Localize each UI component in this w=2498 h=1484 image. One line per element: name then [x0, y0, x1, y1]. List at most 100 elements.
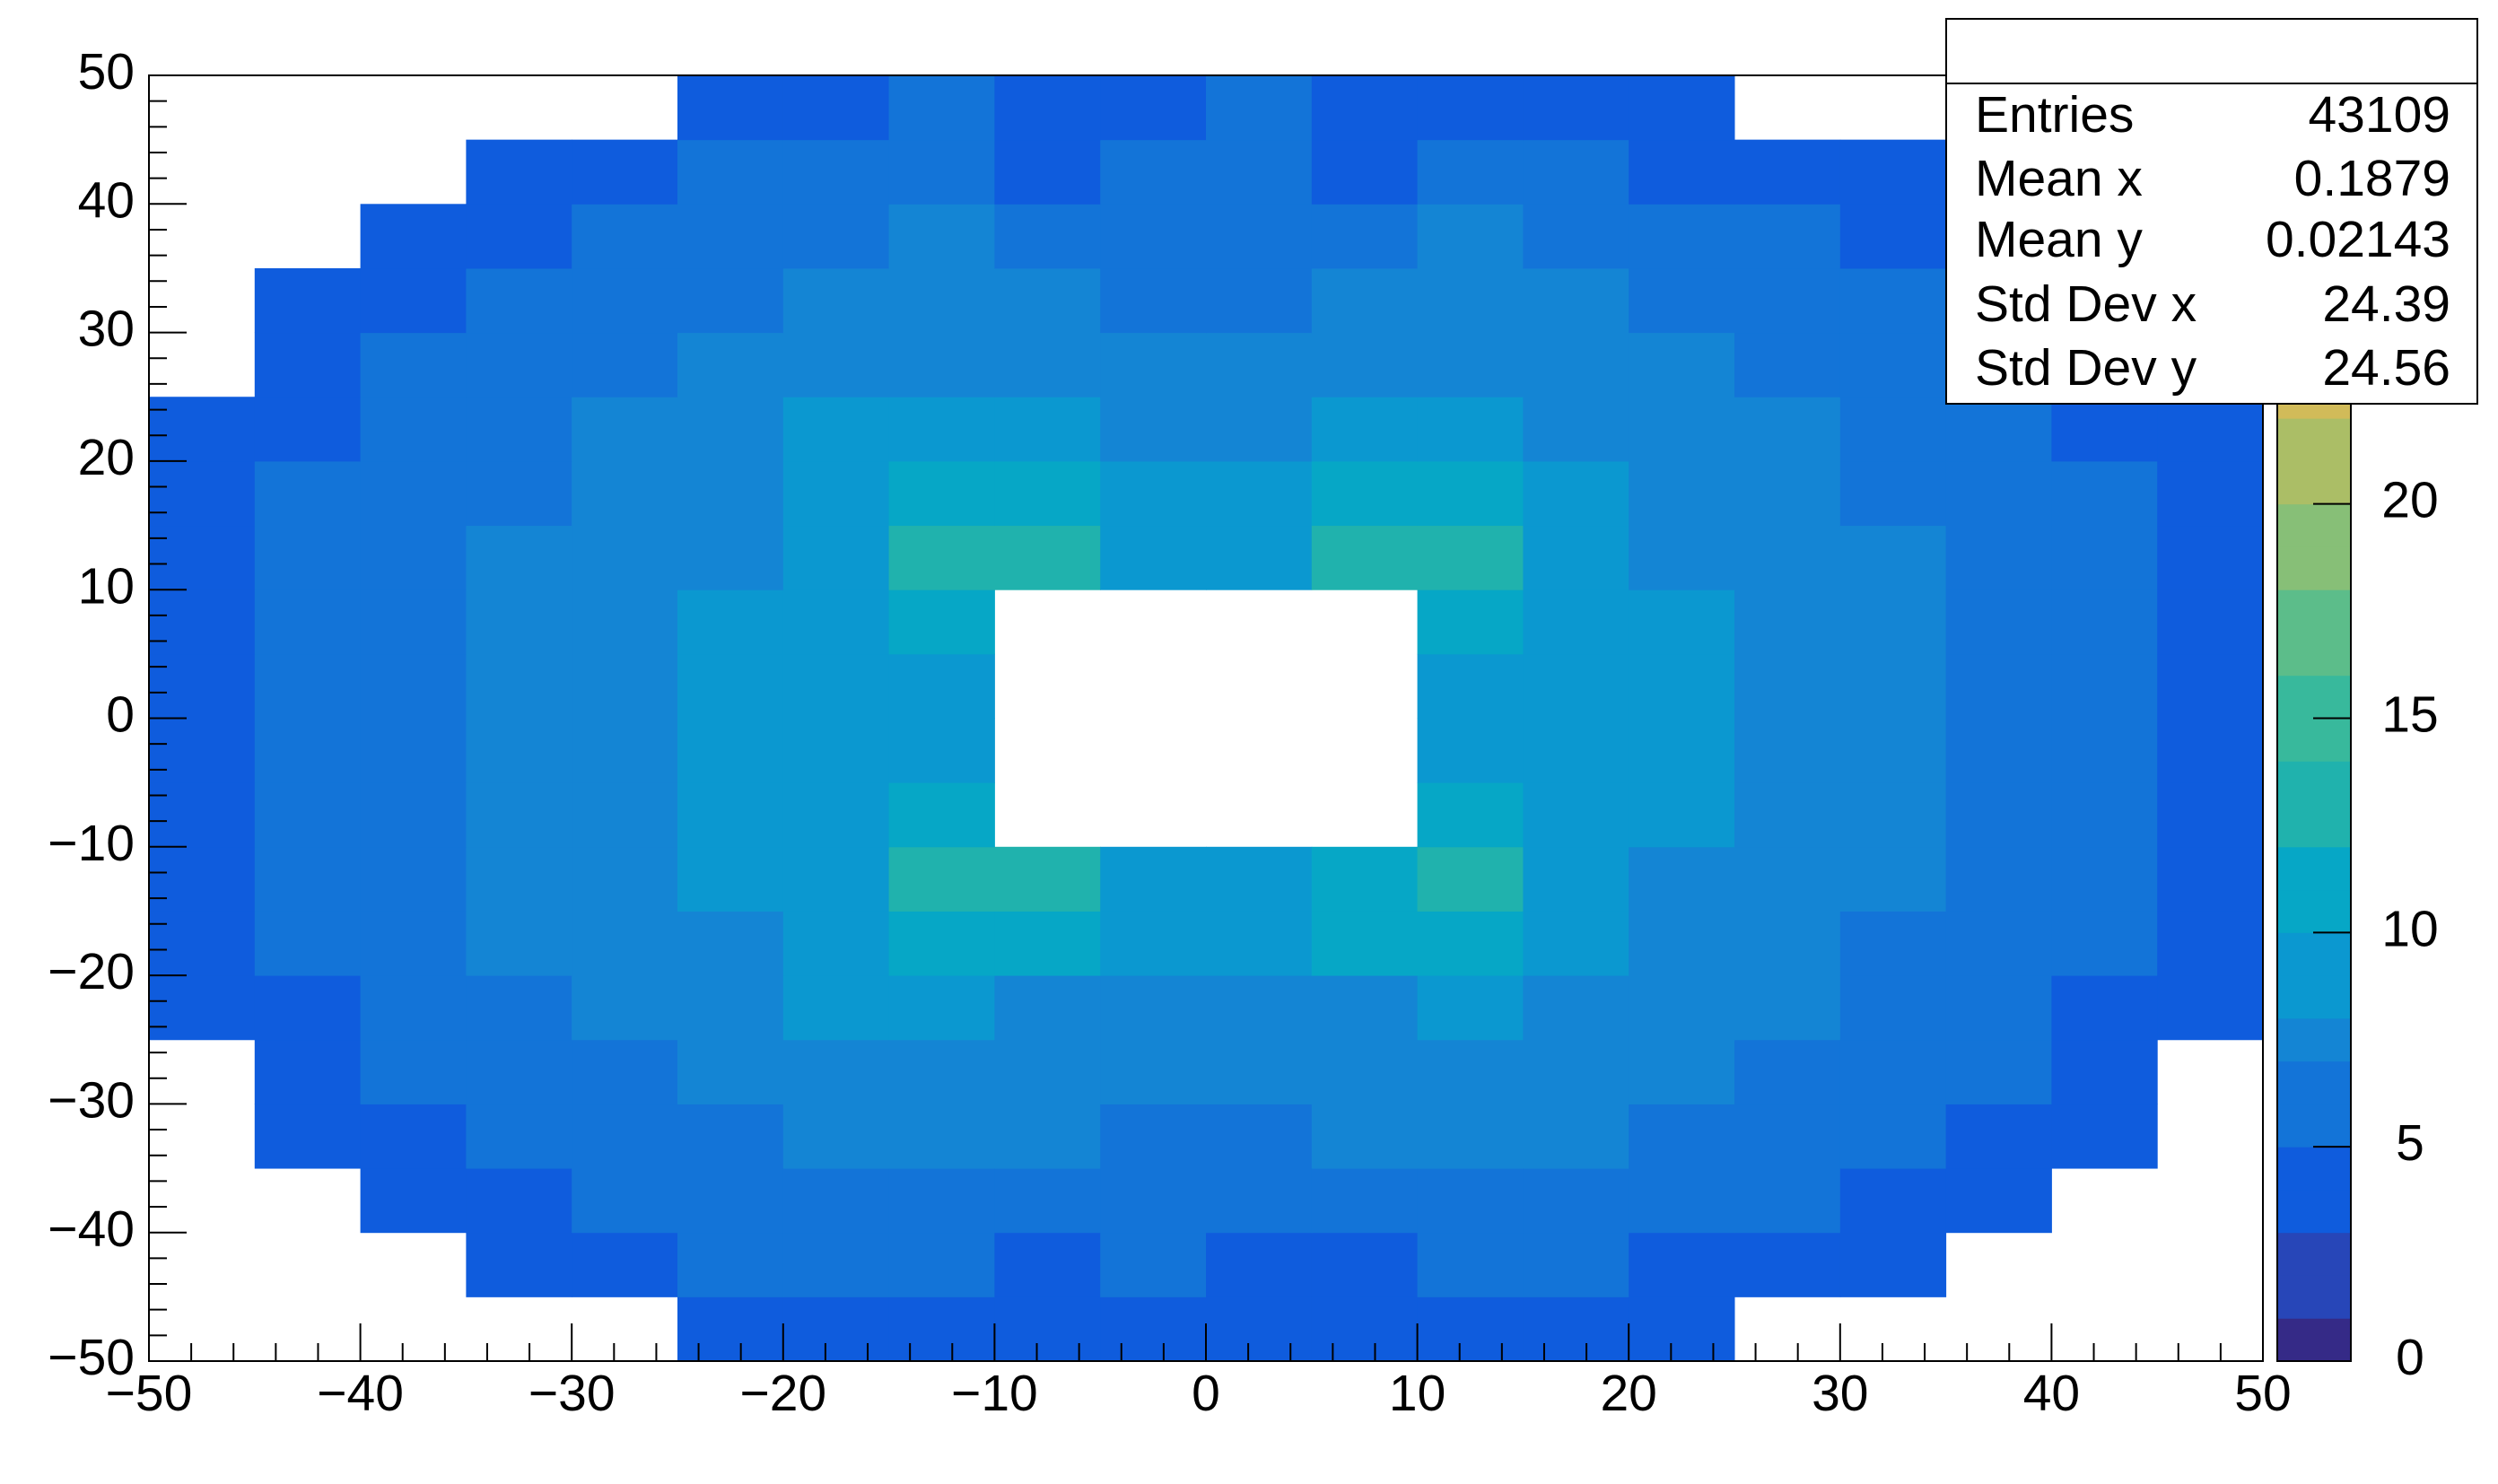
cell [1206, 1168, 1313, 1234]
cell [677, 589, 784, 655]
cell [1311, 1039, 1419, 1104]
cell [1734, 1104, 1841, 1169]
stats-box: Entries 43109 Mean x 0.1879 Mean y 0.02143 Std… [1945, 18, 2478, 405]
cell [1523, 718, 1629, 783]
cell [994, 332, 1101, 397]
cell [466, 1168, 572, 1234]
cell [1311, 911, 1419, 976]
color-band [2277, 975, 2351, 1019]
cell [466, 1232, 572, 1297]
cell [572, 139, 678, 205]
cell [1311, 139, 1419, 205]
cell [1523, 1296, 1629, 1362]
cell [888, 75, 995, 141]
cell [1100, 75, 1207, 141]
cell [149, 846, 256, 912]
cell [466, 397, 572, 462]
cell [1523, 75, 1629, 141]
cell [994, 75, 1101, 141]
cell [254, 1104, 362, 1169]
cell [1523, 911, 1629, 976]
color-band [2277, 546, 2351, 590]
cell [1206, 460, 1313, 527]
cell [1629, 204, 1735, 269]
stats-label: Mean y [1975, 211, 2143, 268]
color-band [2277, 675, 2351, 719]
cell [1945, 975, 2052, 1041]
cell [888, 267, 995, 334]
cell [1734, 139, 1841, 205]
cell [254, 911, 362, 976]
x-tick-label: −20 [739, 1365, 826, 1422]
cell [572, 204, 678, 269]
cell [360, 653, 467, 719]
cell [994, 1232, 1101, 1297]
cell [782, 204, 890, 269]
cell [1417, 204, 1524, 269]
cell [1945, 1104, 2052, 1169]
cell [1311, 332, 1419, 397]
cell [1734, 267, 1841, 334]
cell [254, 460, 362, 527]
z-tick-label: 20 [2381, 472, 2438, 529]
cell [888, 1232, 995, 1297]
cell [1523, 267, 1629, 334]
color-band [2277, 889, 2351, 933]
cell [1839, 846, 1947, 912]
cell [1417, 911, 1524, 976]
cell [1945, 718, 2052, 783]
cell [1945, 846, 2052, 912]
stats-value: 0.02143 [2266, 211, 2450, 268]
cell [572, 911, 678, 976]
cell [254, 1039, 362, 1104]
cell [782, 525, 890, 590]
cell [1523, 1104, 1629, 1169]
x-tick-label: −40 [317, 1365, 404, 1422]
cell [1417, 460, 1524, 527]
cell [1734, 1039, 1841, 1104]
cell [1417, 75, 1524, 141]
cell [466, 1039, 572, 1104]
cell [1100, 846, 1207, 912]
cell [1734, 653, 1841, 719]
cell [1523, 846, 1629, 912]
cell [1945, 397, 2052, 462]
cell [1839, 718, 1947, 783]
cell [254, 782, 362, 848]
cell [888, 911, 995, 976]
cell [782, 589, 890, 655]
cell [677, 975, 784, 1041]
x-tick-label: 50 [2234, 1365, 2291, 1422]
cell [572, 846, 678, 912]
y-tick-label: −30 [48, 1071, 135, 1129]
y-tick-label: −50 [48, 1329, 135, 1386]
cell [782, 1232, 890, 1297]
stats-label: Std Dev x [1975, 275, 2197, 333]
cell [1945, 589, 2052, 655]
cell [149, 460, 256, 527]
cell [2051, 460, 2158, 527]
cell [1417, 782, 1524, 848]
cell [1629, 1168, 1735, 1234]
stats-value: 24.56 [2322, 339, 2450, 397]
cell [2157, 397, 2264, 462]
cell [994, 846, 1101, 912]
cell [1629, 397, 1735, 462]
cell [1206, 139, 1313, 205]
cell [677, 332, 784, 397]
cell [782, 460, 890, 527]
cell [572, 1168, 678, 1234]
color-band [2277, 589, 2351, 633]
cell [149, 911, 256, 976]
cell [572, 653, 678, 719]
cell [572, 332, 678, 397]
cell [360, 204, 467, 269]
stats-value: 0.1879 [2294, 150, 2450, 207]
cell [1311, 1168, 1419, 1234]
cell [994, 911, 1101, 976]
cell [1206, 975, 1313, 1041]
cell [994, 1168, 1101, 1234]
cell [2157, 589, 2264, 655]
cell [1839, 204, 1947, 269]
cell [782, 911, 890, 976]
